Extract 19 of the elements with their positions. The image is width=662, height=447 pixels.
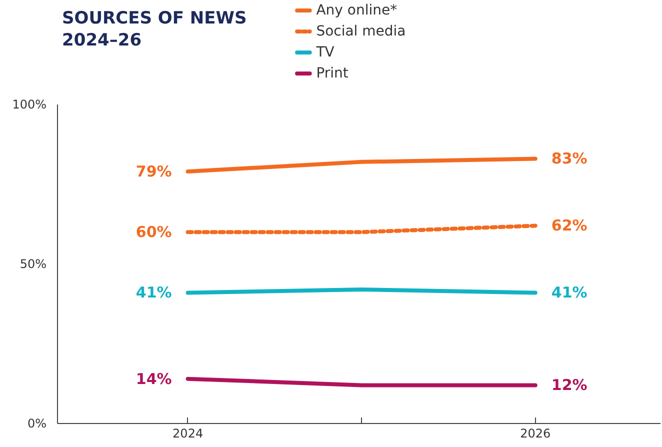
y-tick-label: 50% — [20, 257, 46, 271]
chart-subtitle: 2024–26 — [62, 30, 142, 50]
data-label: 14% — [136, 370, 172, 388]
legend-label: Social media — [316, 24, 406, 40]
data-label: 79% — [136, 162, 172, 180]
legend-label: TV — [315, 44, 335, 60]
y-tick-label: 100% — [12, 98, 47, 112]
data-label: 83% — [551, 150, 588, 168]
data-label: 12% — [551, 376, 588, 394]
legend-label: Print — [316, 66, 349, 82]
y-tick-label: 0% — [27, 416, 47, 430]
x-tick-label: 2026 — [520, 426, 551, 440]
x-tick-label: 2024 — [172, 426, 204, 440]
data-label: 41% — [551, 284, 588, 302]
data-label: 62% — [551, 216, 588, 235]
legend-label: Any online* — [316, 2, 398, 18]
chart-title: SOURCES OF NEWS — [62, 8, 247, 28]
data-label: 60% — [136, 223, 172, 242]
data-label: 41% — [136, 284, 172, 302]
